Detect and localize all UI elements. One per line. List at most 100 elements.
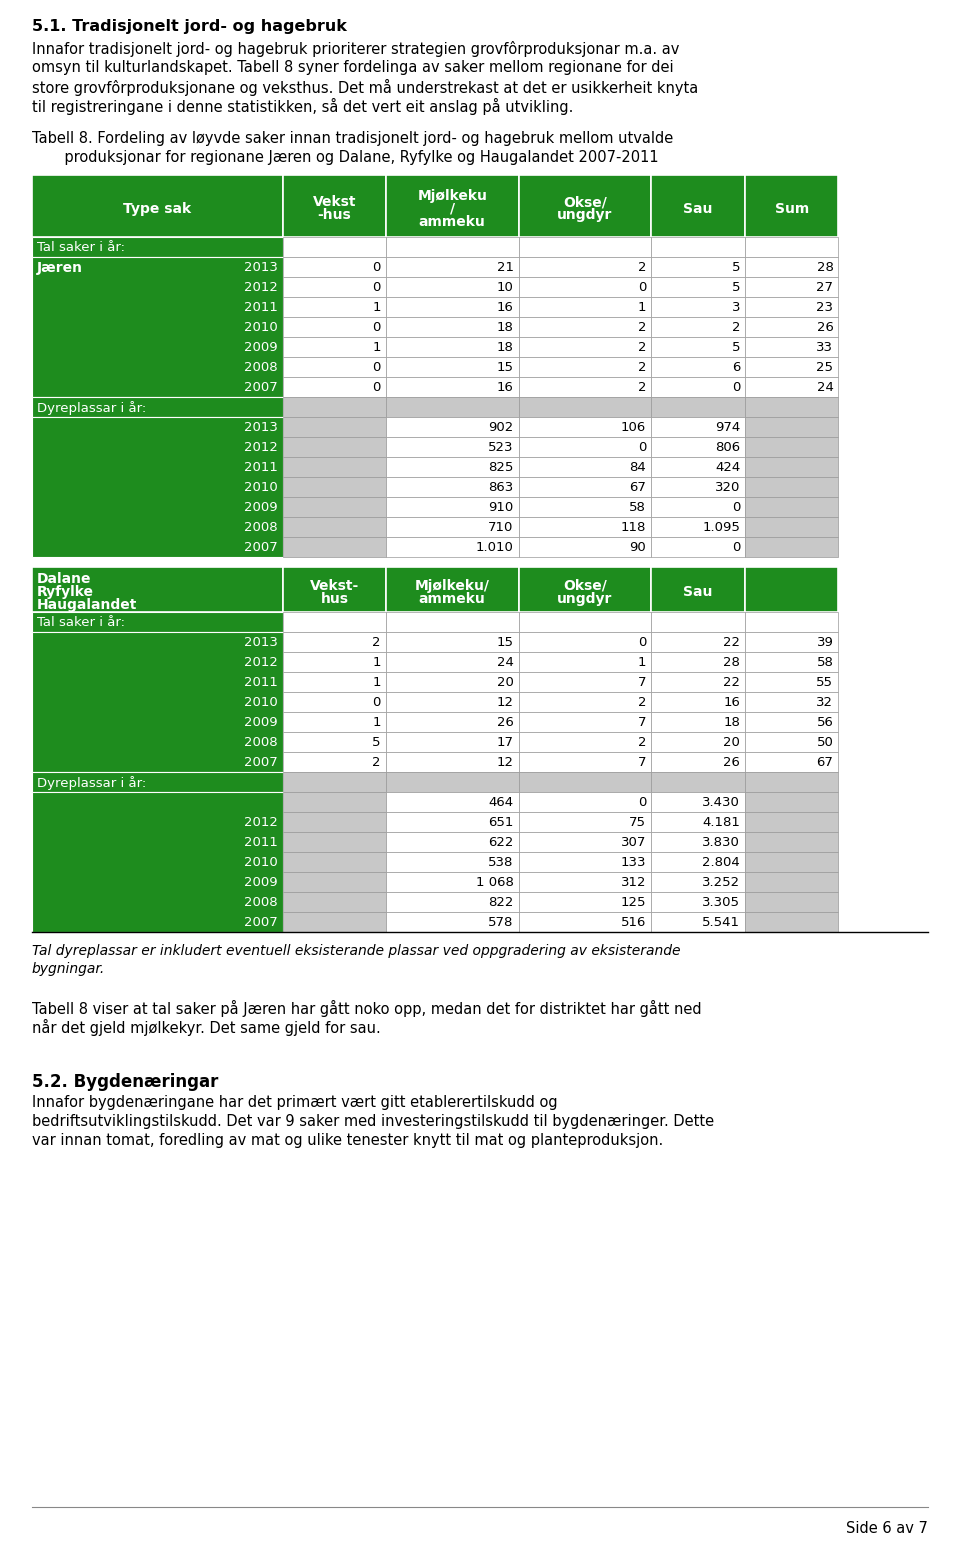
Text: 0: 0: [372, 281, 381, 295]
Text: 15: 15: [496, 362, 514, 374]
Text: 24: 24: [817, 380, 833, 394]
Bar: [283, 652, 386, 672]
Text: Sau: Sau: [684, 201, 713, 215]
Bar: [745, 518, 838, 536]
Bar: [651, 257, 745, 278]
Bar: [283, 337, 386, 357]
Bar: [651, 357, 745, 377]
Bar: [283, 536, 386, 557]
Text: 822: 822: [488, 896, 514, 909]
Text: 2007: 2007: [244, 756, 277, 769]
Bar: [651, 497, 745, 518]
Text: Vekst: Vekst: [313, 195, 356, 209]
Text: 10: 10: [496, 281, 514, 295]
Text: Dalane: Dalane: [37, 572, 91, 586]
Text: 2009: 2009: [244, 876, 277, 889]
Text: 2013: 2013: [244, 421, 277, 433]
Bar: [386, 457, 518, 477]
Text: 651: 651: [488, 815, 514, 829]
Text: 3.305: 3.305: [702, 896, 740, 909]
Text: 118: 118: [621, 521, 646, 535]
Bar: [518, 631, 651, 652]
Bar: [32, 772, 283, 792]
Text: hus: hus: [321, 591, 348, 605]
Bar: [745, 567, 838, 613]
Bar: [283, 497, 386, 518]
Bar: [745, 237, 838, 257]
Bar: [386, 812, 518, 833]
Text: ungdyr: ungdyr: [557, 591, 612, 605]
Text: 3.252: 3.252: [702, 876, 740, 889]
Text: 2009: 2009: [244, 341, 277, 354]
Bar: [283, 712, 386, 733]
Text: Mjølkeku: Mjølkeku: [418, 189, 487, 203]
Text: 58: 58: [817, 656, 833, 669]
Bar: [745, 416, 838, 437]
Text: 125: 125: [620, 896, 646, 909]
Text: 2: 2: [372, 636, 381, 649]
Text: 56: 56: [817, 716, 833, 730]
Text: 22: 22: [723, 677, 740, 689]
Bar: [283, 416, 386, 437]
Bar: [745, 337, 838, 357]
Bar: [745, 298, 838, 316]
Bar: [745, 357, 838, 377]
Bar: [651, 853, 745, 871]
Text: 0: 0: [372, 695, 381, 709]
Text: 2012: 2012: [244, 656, 277, 669]
Bar: [283, 377, 386, 398]
Text: var innan tomat, foredling av mat og ulike tenester knytt til mat og planteprodu: var innan tomat, foredling av mat og uli…: [32, 1133, 663, 1147]
Bar: [518, 792, 651, 812]
Bar: [283, 278, 386, 298]
Bar: [518, 278, 651, 298]
Text: 28: 28: [723, 656, 740, 669]
Bar: [283, 257, 386, 278]
Bar: [745, 652, 838, 672]
Text: 2: 2: [637, 736, 646, 748]
Text: 5: 5: [732, 260, 740, 274]
Bar: [651, 652, 745, 672]
Bar: [386, 377, 518, 398]
Bar: [283, 237, 386, 257]
Text: 2010: 2010: [244, 321, 277, 334]
Text: 0: 0: [732, 380, 740, 394]
Bar: [283, 477, 386, 497]
Bar: [651, 175, 745, 237]
Text: 18: 18: [496, 341, 514, 354]
Bar: [283, 853, 386, 871]
Bar: [651, 833, 745, 853]
Bar: [518, 298, 651, 316]
Bar: [651, 398, 745, 416]
Bar: [651, 437, 745, 457]
Text: 2: 2: [637, 260, 646, 274]
Text: 863: 863: [489, 482, 514, 494]
Text: 2010: 2010: [244, 695, 277, 709]
Text: 84: 84: [630, 461, 646, 474]
Text: 2010: 2010: [244, 482, 277, 494]
Text: 6: 6: [732, 362, 740, 374]
Text: 1: 1: [372, 656, 381, 669]
Text: 464: 464: [489, 797, 514, 809]
Text: 5: 5: [732, 341, 740, 354]
Bar: [651, 892, 745, 912]
Bar: [651, 518, 745, 536]
Bar: [283, 871, 386, 892]
Text: 0: 0: [372, 362, 381, 374]
Bar: [386, 237, 518, 257]
Bar: [386, 316, 518, 337]
Bar: [386, 298, 518, 316]
Bar: [745, 772, 838, 792]
Bar: [745, 631, 838, 652]
Text: 2007: 2007: [244, 541, 277, 553]
Text: 0: 0: [637, 797, 646, 809]
Bar: [386, 416, 518, 437]
Text: 312: 312: [620, 876, 646, 889]
Text: 2: 2: [732, 321, 740, 334]
Bar: [32, 792, 283, 932]
Text: 12: 12: [496, 695, 514, 709]
Bar: [386, 613, 518, 631]
Bar: [386, 672, 518, 692]
Text: 2: 2: [637, 341, 646, 354]
Bar: [518, 892, 651, 912]
Text: 2: 2: [637, 362, 646, 374]
